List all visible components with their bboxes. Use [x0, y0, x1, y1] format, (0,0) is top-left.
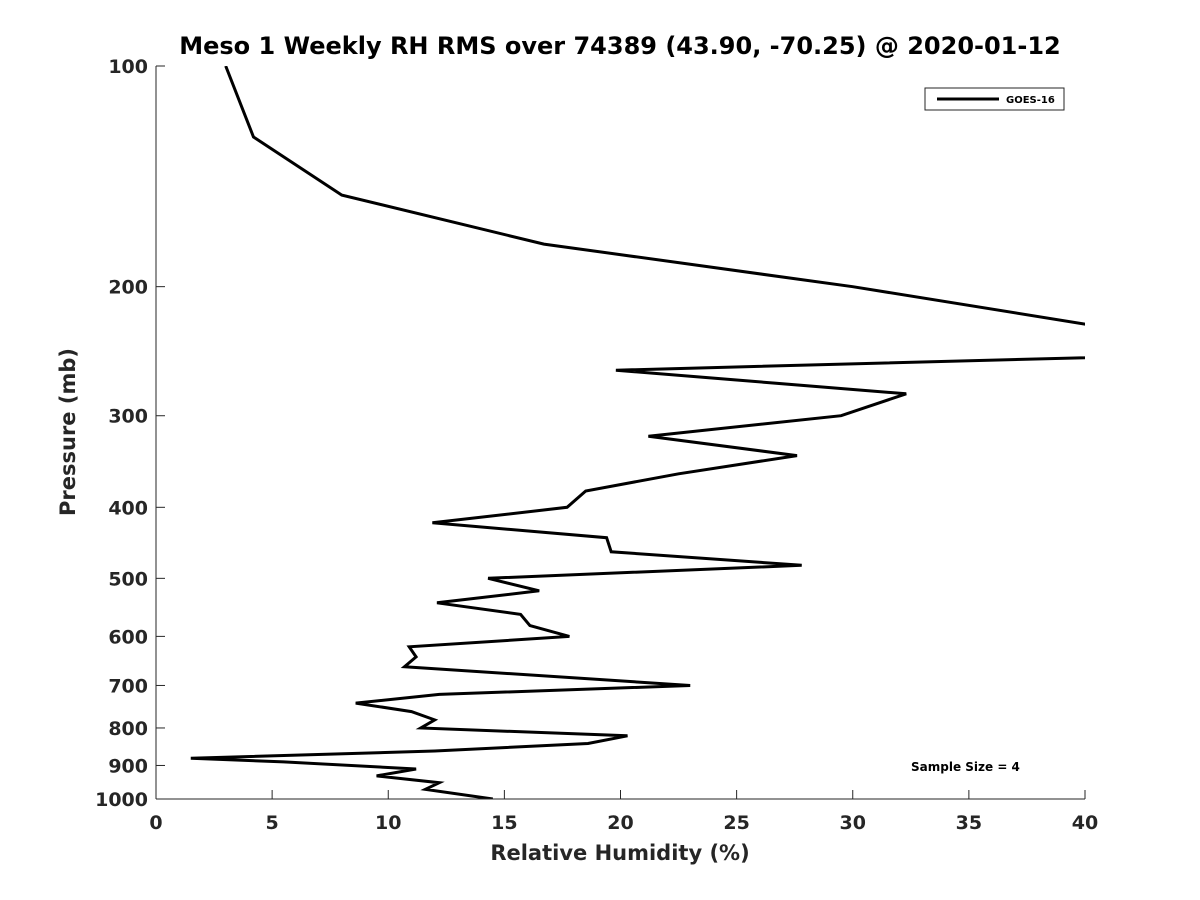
- series-line-goes-16: [190, 356, 1085, 799]
- sample-size-annotation: Sample Size = 4: [911, 760, 1020, 774]
- x-tick-label: 15: [491, 812, 517, 834]
- x-ticks: 0 5 10 15 20 25 30 35 40: [149, 790, 1098, 834]
- y-tick-label: 400: [108, 497, 148, 519]
- plot-area: [190, 66, 1085, 799]
- legend-entry-goes-16: GOES-16: [1006, 95, 1055, 106]
- x-tick-label: 40: [1072, 812, 1098, 834]
- y-tick-label: 500: [108, 568, 148, 590]
- y-tick-label: 600: [108, 626, 148, 648]
- x-tick-label: 25: [723, 812, 749, 834]
- x-axis-label: Relative Humidity (%): [490, 841, 749, 865]
- y-tick-label: 700: [108, 675, 148, 697]
- y-axis-label: Pressure (mb): [56, 348, 80, 516]
- y-tick-label: 300: [108, 406, 148, 428]
- y-ticks: 100 200 300 400 500 600 700 800 900 1000: [95, 56, 165, 811]
- y-tick-label: 200: [108, 277, 148, 299]
- y-tick-label: 900: [108, 755, 148, 777]
- x-tick-label: 20: [607, 812, 633, 834]
- chart-title: Meso 1 Weekly RH RMS over 74389 (43.90, …: [179, 32, 1061, 60]
- x-tick-label: 35: [956, 812, 982, 834]
- series-line-goes-16: [224, 66, 1085, 326]
- x-tick-label: 0: [149, 812, 162, 834]
- y-tick-label: 100: [108, 56, 148, 78]
- y-tick-label: 800: [108, 718, 148, 740]
- x-tick-label: 5: [266, 812, 279, 834]
- legend: GOES-16: [924, 87, 1065, 111]
- y-tick-label: 1000: [95, 789, 148, 811]
- x-tick-label: 10: [375, 812, 401, 834]
- x-tick-label: 30: [840, 812, 866, 834]
